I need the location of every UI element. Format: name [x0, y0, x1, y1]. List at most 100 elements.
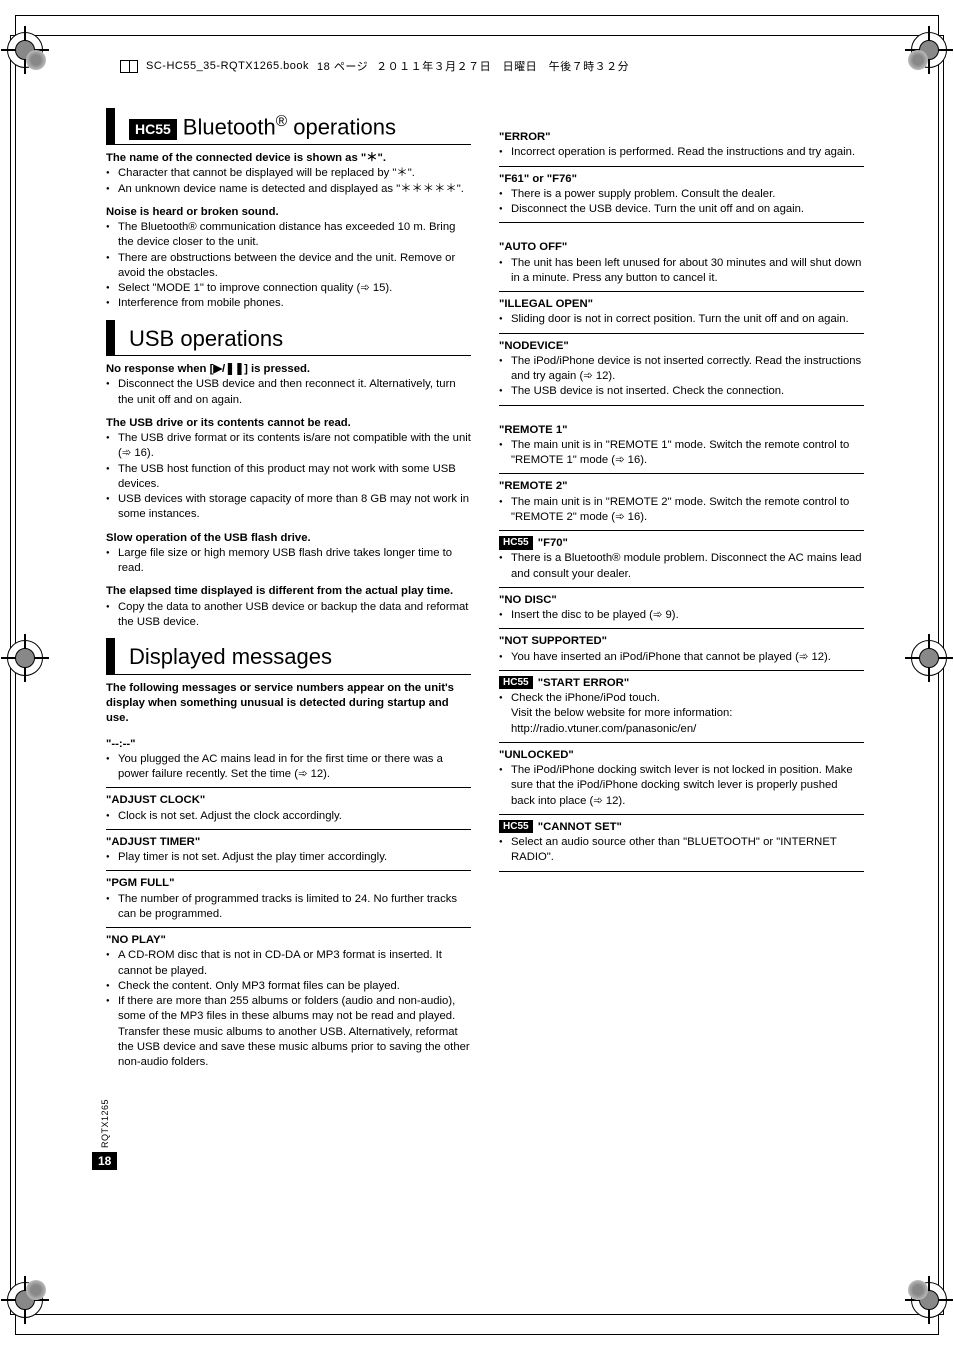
header-filename: SC-HC55_35-RQTX1265.book: [146, 60, 309, 72]
list-item: Copy the data to another USB device or b…: [106, 600, 471, 631]
msg-heading: HC55 "F70": [499, 536, 864, 551]
left-column: HC55 Bluetooth® operations The name of t…: [106, 108, 471, 1070]
list-item: The USB drive format or its contents is/…: [106, 431, 471, 462]
right-column: "ERROR" Incorrect operation is performed…: [499, 108, 864, 1070]
msg-heading: HC55 "START ERROR": [499, 676, 864, 691]
divider: [499, 405, 864, 406]
msg-heading: "AUTO OFF": [499, 240, 864, 255]
divider: [106, 829, 471, 830]
list-item: You have inserted an iPod/iPhone that ca…: [499, 650, 864, 665]
corner-dot: [26, 1280, 46, 1300]
book-icon: [120, 60, 138, 73]
divider: [499, 291, 864, 292]
divider: [106, 870, 471, 871]
section-title: Bluetooth® operations: [183, 112, 396, 142]
msg-heading: "ILLEGAL OPEN": [499, 297, 864, 312]
list-item: A CD-ROM disc that is not in CD-DA or MP…: [106, 948, 471, 979]
doc-code: RQTX1265: [100, 1099, 110, 1148]
messages-intro: The following messages or service number…: [106, 681, 471, 727]
list-item: Large file size or high memory USB flash…: [106, 546, 471, 577]
list-item: The USB host function of this product ma…: [106, 462, 471, 493]
page-number: 18: [92, 1152, 117, 1170]
hc55-badge: HC55: [499, 676, 533, 690]
page-content: HC55 Bluetooth® operations The name of t…: [106, 108, 864, 1070]
list-item: Disconnect the USB device. Turn the unit…: [499, 202, 864, 217]
msg-heading: "ADJUST CLOCK": [106, 793, 471, 808]
bt-noise-heading: Noise is heard or broken sound.: [106, 205, 471, 220]
list-item: If there are more than 255 albums or fol…: [106, 994, 471, 1070]
header-date: ２０１１年３月２７日 日曜日 午後７時３２分: [376, 58, 629, 74]
divider: [106, 927, 471, 928]
list-item: There are obstructions between the devic…: [106, 251, 471, 282]
list-item: The iPod/iPhone device is not inserted c…: [499, 354, 864, 385]
divider: [499, 670, 864, 671]
corner-dot: [908, 50, 928, 70]
msg-heading: "NODEVICE": [499, 339, 864, 354]
msg-heading: "REMOTE 1": [499, 423, 864, 438]
divider: [499, 814, 864, 815]
msg-heading: "UNLOCKED": [499, 748, 864, 763]
usb-time-heading: The elapsed time displayed is different …: [106, 584, 471, 599]
list-item: The main unit is in "REMOTE 1" mode. Swi…: [499, 438, 864, 469]
msg-heading: "PGM FULL": [106, 876, 471, 891]
divider: [499, 871, 864, 872]
corner-dot: [26, 50, 46, 70]
list-item: Character that cannot be displayed will …: [106, 166, 471, 181]
section-title: Displayed messages: [129, 642, 332, 672]
list-item: Select "MODE 1" to improve connection qu…: [106, 281, 471, 296]
usb-slow-heading: Slow operation of the USB flash drive.: [106, 531, 471, 546]
msg-heading: HC55 "CANNOT SET": [499, 820, 864, 835]
registration-mark: [7, 640, 43, 676]
divider: [499, 628, 864, 629]
list-item: Clock is not set. Adjust the clock accor…: [106, 809, 471, 824]
msg-heading: "NOT SUPPORTED": [499, 634, 864, 649]
list-item: Check the iPhone/iPod touch. Visit the b…: [499, 691, 864, 737]
page-footer: RQTX1265 18: [92, 1099, 117, 1170]
list-item: An unknown device name is detected and d…: [106, 182, 471, 197]
msg-heading: "NO DISC": [499, 593, 864, 608]
msg-heading: "F61" or "F76": [499, 172, 864, 187]
section-usb: USB operations: [106, 320, 471, 357]
list-item: Disconnect the USB device and then recon…: [106, 377, 471, 408]
print-header: SC-HC55_35-RQTX1265.book 18 ページ ２０１１年３月２…: [120, 58, 629, 74]
list-item: The iPod/iPhone docking switch lever is …: [499, 763, 864, 809]
msg-heading: "ADJUST TIMER": [106, 835, 471, 850]
list-item: Sliding door is not in correct position.…: [499, 312, 864, 327]
msg-heading: "--:--": [106, 737, 471, 752]
divider: [499, 473, 864, 474]
list-item: Play timer is not set. Adjust the play t…: [106, 850, 471, 865]
bt-name-heading: The name of the connected device is show…: [106, 151, 471, 166]
list-item: Select an audio source other than "BLUET…: [499, 835, 864, 866]
list-item: You plugged the AC mains lead in for the…: [106, 752, 471, 783]
list-item: The number of programmed tracks is limit…: [106, 892, 471, 923]
list-item: Interference from mobile phones.: [106, 296, 471, 311]
list-item: The main unit is in "REMOTE 2" mode. Swi…: [499, 495, 864, 526]
section-messages: Displayed messages: [106, 638, 471, 675]
divider: [499, 530, 864, 531]
msg-heading: "REMOTE 2": [499, 479, 864, 494]
usb-noresp-heading: No response when [▶/❚❚] is pressed.: [106, 362, 471, 377]
list-item: USB devices with storage capacity of mor…: [106, 492, 471, 523]
divider: [499, 166, 864, 167]
corner-dot: [908, 1280, 928, 1300]
divider: [499, 587, 864, 588]
list-item: Incorrect operation is performed. Read t…: [499, 145, 864, 160]
msg-heading: "NO PLAY": [106, 933, 471, 948]
registration-mark: [911, 640, 947, 676]
list-item: There is a Bluetooth® module problem. Di…: [499, 551, 864, 582]
list-item: There is a power supply problem. Consult…: [499, 187, 864, 202]
divider: [106, 787, 471, 788]
hc55-badge: HC55: [499, 820, 533, 834]
hc55-badge: HC55: [129, 119, 177, 140]
list-item: Insert the disc to be played (➾ 9).: [499, 608, 864, 623]
section-title: USB operations: [129, 324, 283, 354]
divider: [499, 222, 864, 223]
section-bluetooth: HC55 Bluetooth® operations: [106, 108, 471, 145]
usb-read-heading: The USB drive or its contents cannot be …: [106, 416, 471, 431]
list-item: The USB device is not inserted. Check th…: [499, 384, 864, 399]
header-page: 18 ページ: [317, 58, 368, 74]
list-item: The unit has been left unused for about …: [499, 256, 864, 287]
list-item: Check the content. Only MP3 format files…: [106, 979, 471, 994]
hc55-badge: HC55: [499, 536, 533, 550]
msg-heading: "ERROR": [499, 130, 864, 145]
